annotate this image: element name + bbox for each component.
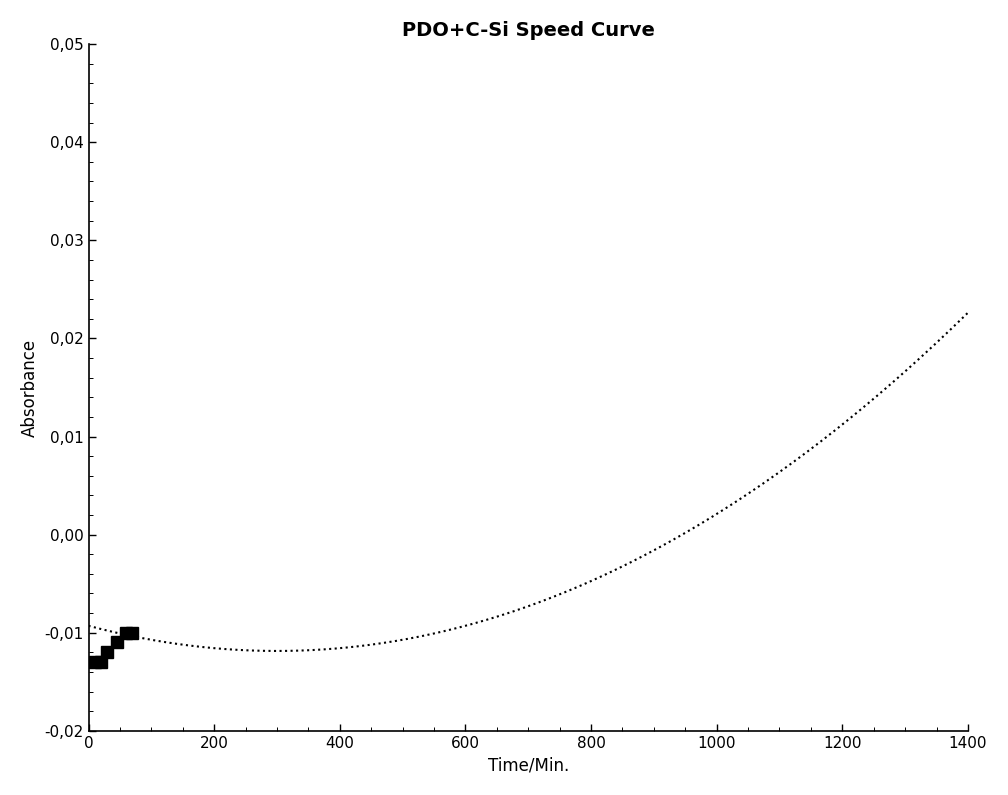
Title: PDO+C-Si Speed Curve: PDO+C-Si Speed Curve: [402, 21, 654, 40]
X-axis label: Time/Min.: Time/Min.: [488, 756, 569, 774]
Y-axis label: Absorbance: Absorbance: [21, 339, 39, 436]
